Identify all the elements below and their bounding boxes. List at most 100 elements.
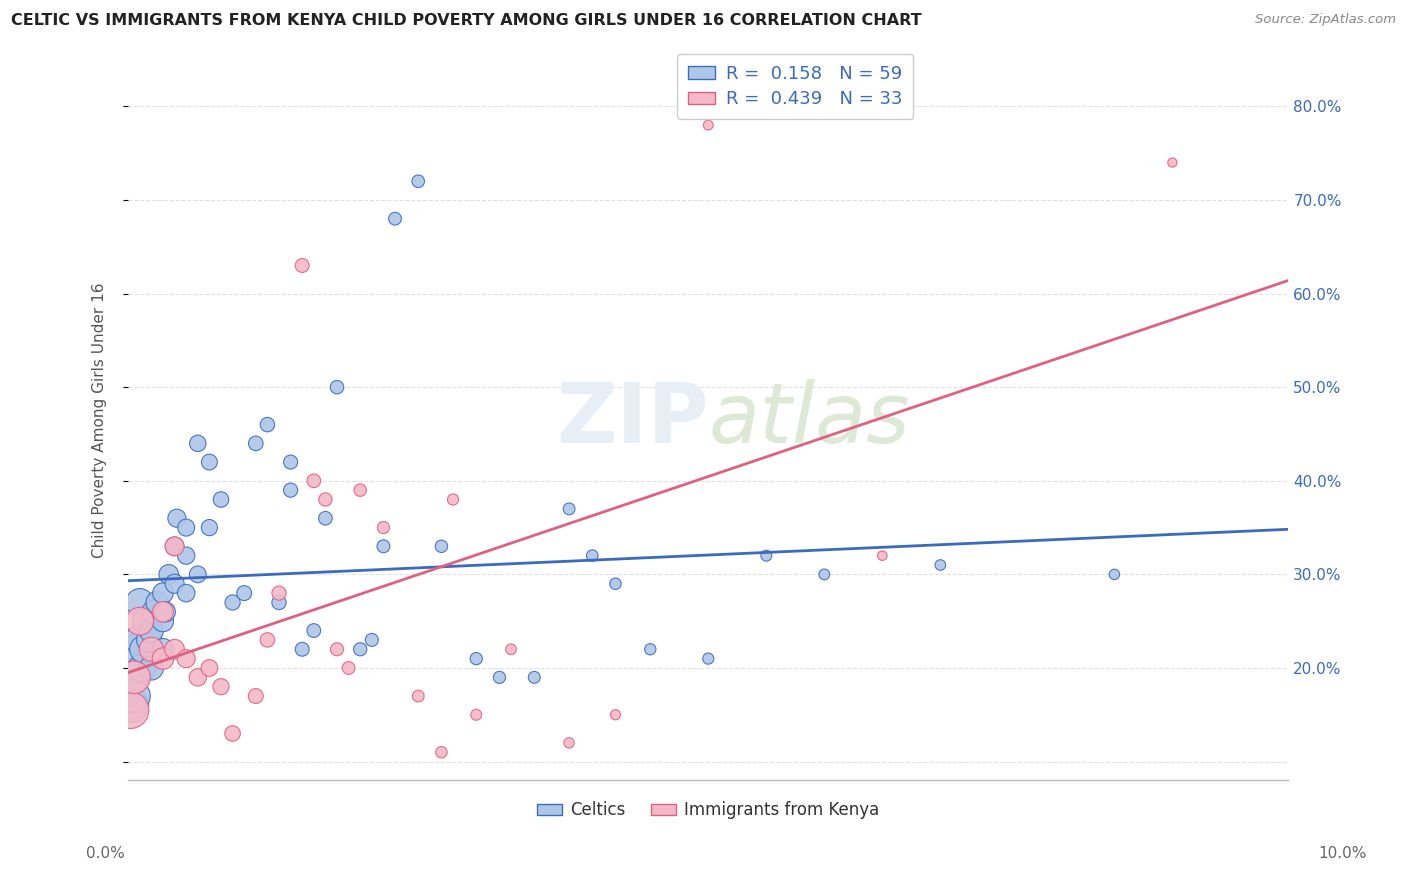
Text: CELTIC VS IMMIGRANTS FROM KENYA CHILD POVERTY AMONG GIRLS UNDER 16 CORRELATION C: CELTIC VS IMMIGRANTS FROM KENYA CHILD PO… — [11, 13, 922, 29]
Point — [1161, 155, 1184, 169]
Point — [337, 661, 360, 675]
Y-axis label: Child Poverty Among Girls Under 16: Child Poverty Among Girls Under 16 — [93, 282, 107, 558]
Point — [326, 642, 349, 657]
Text: 10.0%: 10.0% — [1319, 847, 1367, 861]
Point — [360, 632, 382, 647]
Point — [152, 642, 174, 657]
Point — [349, 642, 371, 657]
Point — [128, 614, 150, 628]
Point — [174, 520, 197, 534]
Point — [373, 539, 395, 553]
Point — [280, 455, 302, 469]
Point — [430, 745, 453, 759]
Point — [128, 632, 150, 647]
Point — [581, 549, 603, 563]
Point — [326, 380, 349, 394]
Point — [697, 651, 720, 665]
Point — [120, 703, 142, 717]
Point — [120, 670, 142, 684]
Point — [233, 586, 256, 600]
Legend: Celtics, Immigrants from Kenya: Celtics, Immigrants from Kenya — [530, 795, 886, 826]
Point — [245, 689, 267, 703]
Point — [131, 661, 153, 675]
Point — [163, 642, 186, 657]
Point — [155, 605, 177, 619]
Point — [488, 670, 510, 684]
Point — [198, 661, 221, 675]
Point — [128, 595, 150, 609]
Point — [157, 567, 180, 582]
Point — [187, 436, 209, 450]
Point — [141, 624, 163, 638]
Point — [267, 586, 290, 600]
Point — [152, 614, 174, 628]
Point — [187, 670, 209, 684]
Point — [163, 576, 186, 591]
Point — [291, 642, 314, 657]
Point — [135, 614, 157, 628]
Point — [384, 211, 406, 226]
Point — [142, 605, 165, 619]
Point — [125, 642, 148, 657]
Point — [256, 632, 278, 647]
Point — [138, 632, 160, 647]
Point — [163, 539, 186, 553]
Point — [605, 576, 627, 591]
Text: ZIP: ZIP — [555, 379, 709, 460]
Point — [872, 549, 894, 563]
Point — [209, 680, 232, 694]
Point — [465, 707, 488, 722]
Point — [406, 689, 429, 703]
Point — [406, 174, 429, 188]
Point — [373, 520, 395, 534]
Point — [121, 698, 143, 713]
Point — [198, 455, 221, 469]
Point — [314, 511, 336, 525]
Point — [349, 483, 371, 497]
Point — [256, 417, 278, 432]
Point — [430, 539, 453, 553]
Point — [221, 595, 243, 609]
Point — [198, 520, 221, 534]
Point — [152, 605, 174, 619]
Point — [291, 259, 314, 273]
Point — [523, 670, 546, 684]
Point — [209, 492, 232, 507]
Point — [605, 707, 627, 722]
Text: Source: ZipAtlas.com: Source: ZipAtlas.com — [1256, 13, 1396, 27]
Point — [441, 492, 464, 507]
Point — [280, 483, 302, 497]
Point — [1104, 567, 1126, 582]
Point — [314, 492, 336, 507]
Point — [187, 567, 209, 582]
Point — [302, 474, 325, 488]
Point — [302, 624, 325, 638]
Point — [813, 567, 835, 582]
Point — [122, 689, 145, 703]
Point — [558, 736, 581, 750]
Point — [141, 661, 163, 675]
Point — [122, 670, 145, 684]
Point — [146, 595, 169, 609]
Point — [267, 595, 290, 609]
Point — [697, 118, 720, 132]
Point — [465, 651, 488, 665]
Point — [929, 558, 952, 572]
Point — [174, 651, 197, 665]
Point — [174, 586, 197, 600]
Point — [141, 642, 163, 657]
Point — [245, 436, 267, 450]
Point — [152, 651, 174, 665]
Point — [132, 642, 155, 657]
Point — [755, 549, 778, 563]
Text: atlas: atlas — [709, 379, 910, 460]
Point — [166, 511, 188, 525]
Text: 0.0%: 0.0% — [86, 847, 125, 861]
Point — [499, 642, 522, 657]
Point — [174, 549, 197, 563]
Point — [163, 539, 186, 553]
Point — [640, 642, 662, 657]
Point — [152, 586, 174, 600]
Point — [558, 501, 581, 516]
Point — [221, 726, 243, 740]
